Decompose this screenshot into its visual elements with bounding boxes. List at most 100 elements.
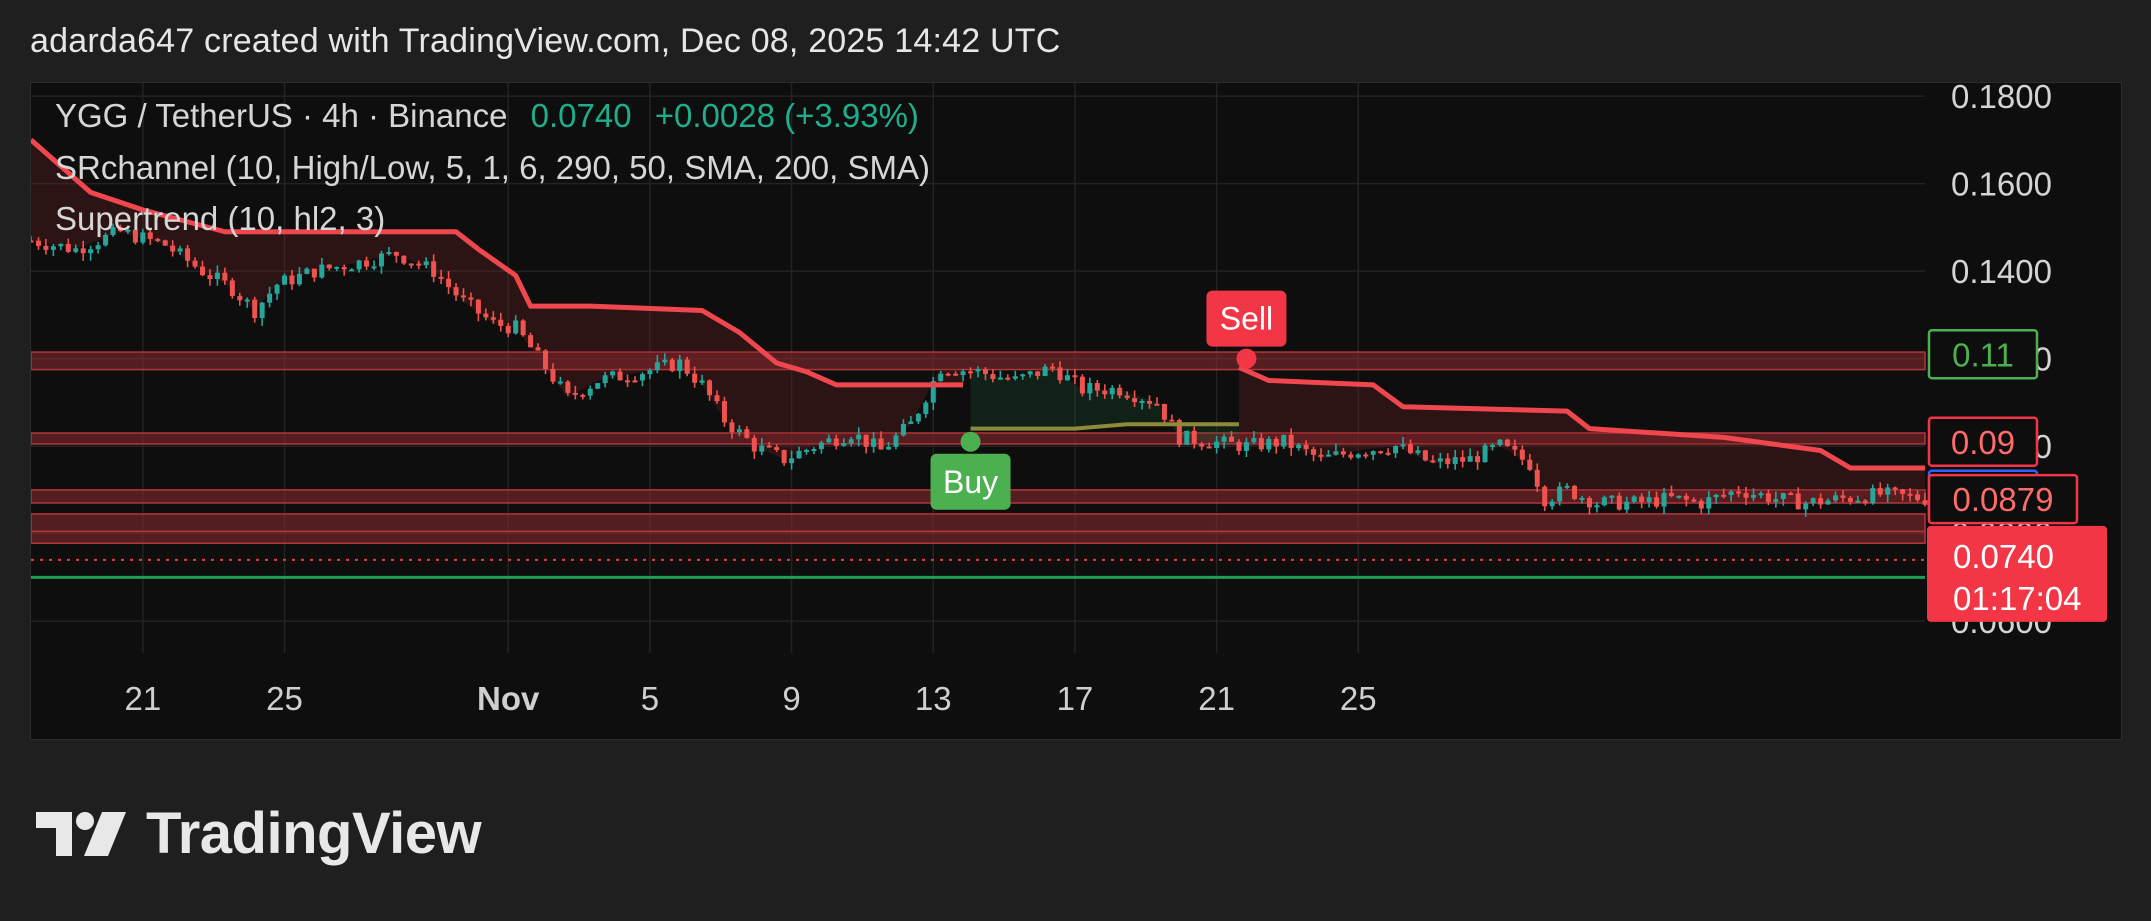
candle-body [535, 347, 541, 351]
candle-body [1698, 500, 1704, 509]
candle-body [1027, 371, 1033, 375]
candle-body [170, 245, 176, 252]
candle-body [289, 275, 295, 285]
supertrend-fill-layer [31, 139, 1925, 503]
candle-body [1214, 441, 1220, 448]
countdown-label: 01:17:04 [1953, 580, 2081, 617]
legend-indicator-srchannel[interactable]: SRchannel (10, High/Low, 5, 1, 6, 290, 5… [55, 149, 930, 186]
candle-body [282, 275, 288, 285]
candle-body [1132, 398, 1138, 403]
candle-body [125, 229, 131, 232]
candle-body [1281, 434, 1287, 447]
candle-body [490, 317, 496, 320]
candle-body [751, 437, 757, 452]
candle-body [371, 266, 377, 269]
candle-body [483, 313, 489, 318]
candle-body [1184, 430, 1190, 445]
candle-body [1743, 493, 1749, 498]
candle-body [1646, 497, 1652, 502]
candle-body [1079, 376, 1085, 394]
candle-body [677, 359, 683, 372]
candle-body [1758, 493, 1764, 496]
candle-body [982, 369, 988, 375]
candle-body [1833, 495, 1839, 501]
legend-symbol-row[interactable]: YGG / TetherUS · 4h · Binance 0.0740 +0.… [55, 97, 919, 135]
candle-body [1885, 487, 1891, 495]
candle-body [110, 227, 116, 235]
candle-body [88, 249, 94, 254]
candle-body [1542, 486, 1548, 507]
candle-body [975, 369, 981, 372]
candle-body [438, 276, 444, 279]
price-scale-label-box [1927, 329, 2039, 380]
candle-body [960, 371, 966, 376]
sr-zone [31, 513, 1926, 533]
sell-signal-dot [1236, 348, 1257, 369]
candle-body [1221, 436, 1227, 442]
candle-body [95, 245, 101, 250]
candle-body [625, 380, 631, 383]
candle-body [557, 381, 563, 384]
candle-body [1325, 454, 1331, 457]
signal-layer: Buy Sell [930, 290, 1287, 510]
candle-body [796, 450, 802, 459]
candle-body [915, 413, 921, 422]
candle-body [863, 434, 869, 447]
candle-body [214, 272, 220, 280]
candle-body [1236, 441, 1242, 451]
candle-body [185, 248, 191, 261]
candle-body [155, 238, 161, 241]
candle-body [1161, 403, 1167, 420]
candle-body [1519, 449, 1525, 460]
candle-body [177, 248, 183, 252]
buy-signal-dot [960, 431, 981, 452]
candle-body [572, 392, 578, 395]
legend-indicator-supertrend[interactable]: Supertrend (10, hl2, 3) [55, 200, 386, 237]
line-layer [31, 137, 1925, 579]
candle-body [1504, 439, 1510, 446]
legend-price: 0.0740 [530, 97, 632, 134]
candle-body [803, 449, 809, 452]
tradingview-logo[interactable]: TradingView [34, 800, 482, 867]
candle-body [267, 293, 273, 303]
candle-body [1102, 390, 1108, 395]
candle-body [833, 438, 839, 446]
candle-body [304, 268, 310, 274]
candle-body [1557, 486, 1563, 502]
candle-body [416, 263, 422, 266]
candle-body [1154, 403, 1160, 406]
candle-body [1445, 458, 1451, 465]
candle-body [1907, 493, 1913, 496]
candle-body [1512, 445, 1518, 450]
candle-body [1661, 492, 1667, 507]
candle-body [192, 260, 198, 267]
buy-signal-label: Buy [943, 464, 998, 500]
candle-body [1243, 442, 1249, 451]
candle-body [1840, 495, 1846, 498]
candle-body [31, 240, 34, 243]
candle-body [468, 297, 474, 300]
sell-signal-badge [1206, 290, 1287, 347]
candle-body [1855, 500, 1861, 503]
x-tick-label: 5 [641, 680, 659, 717]
candle-body [378, 253, 384, 267]
candle-body [1527, 459, 1533, 470]
candle-body [1176, 420, 1182, 445]
candle-body [1497, 439, 1503, 446]
candle-body [505, 325, 511, 334]
candle-body [1355, 454, 1361, 458]
candle-body [1691, 499, 1697, 502]
candle-body [639, 374, 645, 381]
candle-body [923, 402, 929, 414]
candle-body [744, 429, 750, 438]
candle-body [1810, 498, 1816, 504]
candle-body [1340, 451, 1346, 455]
candle-body [1579, 497, 1585, 500]
candle-body [1139, 400, 1145, 403]
candle-body [401, 255, 407, 264]
candle-body [58, 243, 64, 247]
candle-body [1825, 500, 1831, 505]
buy-signal-badge [930, 453, 1011, 510]
